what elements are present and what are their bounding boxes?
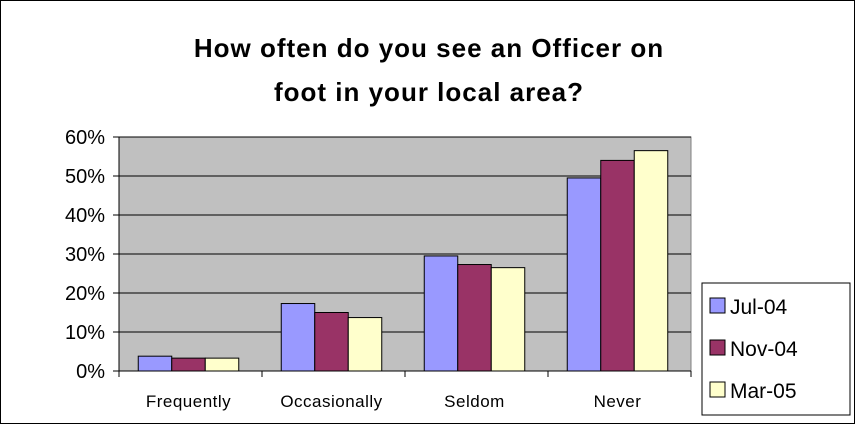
- y-tick-label: 50%: [65, 166, 105, 188]
- y-tick-label: 0%: [76, 361, 105, 383]
- plot-area: 0% 10% 20% 30% 40% 50% 60% Frequently Occasional…: [65, 127, 692, 411]
- bar: [600, 159, 635, 372]
- x-tick-label: Never: [594, 392, 642, 411]
- legend-label: Nov-04: [730, 338, 798, 361]
- y-tick-label: 10%: [65, 322, 105, 344]
- bar: [137, 355, 173, 372]
- bar: [347, 317, 383, 372]
- legend-label: Mar-05: [730, 380, 797, 403]
- bar: [566, 177, 602, 372]
- bar: [204, 357, 240, 372]
- legend-swatch: [709, 297, 726, 314]
- bar: [280, 303, 316, 372]
- legend-swatch: [709, 339, 726, 356]
- x-tick-label: Seldom: [444, 392, 505, 411]
- x-tick-label: Occasionally: [280, 392, 382, 411]
- y-tick-label: 60%: [65, 127, 105, 149]
- chart-title-line-2: foot in your local area?: [274, 77, 584, 107]
- bar: [490, 267, 526, 372]
- chart-title-line-1: How often do you see an Officer on: [194, 33, 664, 63]
- y-tick-label: 40%: [65, 205, 105, 227]
- legend: Jul-04 Nov-04 Mar-05: [701, 282, 851, 416]
- bar: [171, 357, 206, 372]
- y-tick-label: 20%: [65, 283, 105, 305]
- bar: [633, 150, 669, 372]
- legend-label: Jul-04: [730, 296, 788, 319]
- legend-box: [701, 282, 851, 416]
- bar: [314, 312, 349, 372]
- y-tick-label: 30%: [65, 244, 105, 266]
- x-tick-label: Frequently: [146, 392, 231, 411]
- bar: [457, 264, 492, 372]
- legend-swatch: [709, 381, 726, 398]
- bar: [423, 255, 459, 372]
